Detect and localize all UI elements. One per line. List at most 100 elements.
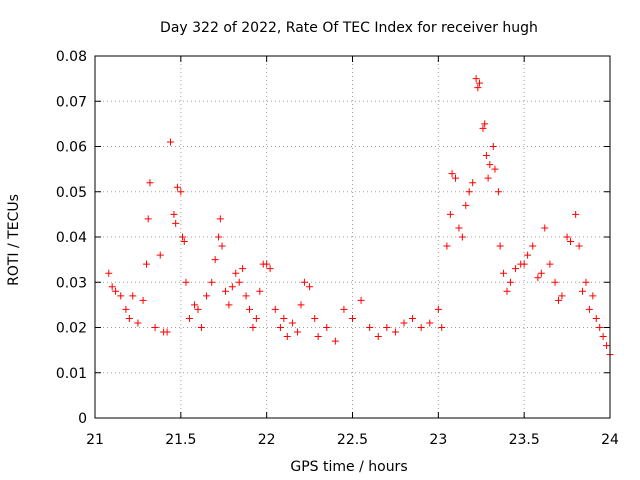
x-tick-label: 24 — [601, 432, 619, 448]
data-point — [474, 84, 482, 92]
data-point — [596, 324, 604, 331]
data-point — [520, 260, 528, 268]
data-point — [256, 287, 264, 295]
data-point — [242, 292, 250, 300]
data-point — [572, 210, 580, 218]
data-point — [173, 183, 181, 191]
x-tick-label: 23.5 — [509, 432, 540, 448]
data-point — [143, 260, 150, 268]
data-point — [203, 292, 211, 300]
data-point — [479, 124, 487, 132]
data-point — [555, 296, 562, 304]
data-point — [249, 324, 257, 331]
data-point — [276, 324, 284, 331]
data-point — [366, 324, 374, 331]
y-tick-label: 0 — [78, 411, 87, 427]
data-point — [446, 210, 454, 218]
data-point — [491, 165, 499, 173]
data-point — [314, 333, 322, 341]
data-point — [288, 319, 296, 327]
data-point — [391, 328, 399, 336]
data-point — [340, 305, 348, 313]
data-point — [191, 301, 199, 309]
data-point — [280, 314, 288, 322]
data-point — [263, 260, 271, 268]
data-point — [476, 79, 484, 87]
data-point — [239, 265, 247, 273]
data-point — [151, 324, 159, 331]
data-point — [294, 328, 302, 336]
data-point — [534, 274, 542, 282]
x-tick-label: 22 — [258, 432, 276, 448]
data-point — [211, 256, 219, 264]
data-point — [452, 174, 459, 182]
data-point — [156, 251, 164, 259]
data-point — [434, 305, 442, 313]
data-point — [122, 305, 130, 313]
data-point — [409, 314, 417, 322]
data-point — [506, 278, 514, 286]
data-point — [177, 188, 185, 196]
data-point — [575, 242, 583, 250]
y-tick-label: 0.07 — [56, 94, 87, 110]
data-point — [383, 324, 391, 331]
data-point — [252, 314, 260, 322]
data-point — [400, 319, 408, 327]
data-point — [134, 319, 142, 327]
data-point — [469, 179, 477, 187]
data-point — [271, 305, 279, 313]
data-point — [482, 152, 490, 160]
data-point — [215, 233, 223, 241]
data-point — [563, 233, 571, 241]
data-point — [426, 319, 434, 327]
data-point — [139, 296, 147, 304]
data-point — [481, 120, 489, 128]
data-point — [458, 233, 466, 241]
data-point — [582, 278, 590, 286]
data-point — [462, 201, 470, 209]
data-point — [465, 188, 473, 196]
data-point — [197, 324, 205, 331]
x-tick-label: 22.5 — [337, 432, 368, 448]
chart-title: Day 322 of 2022, Rate Of TEC Index for r… — [160, 20, 538, 36]
data-points — [105, 75, 614, 359]
data-point — [438, 324, 446, 331]
data-point — [311, 314, 319, 322]
data-point — [216, 215, 224, 223]
data-point — [235, 278, 243, 286]
data-point — [170, 210, 178, 218]
data-point — [167, 138, 175, 146]
data-point — [228, 283, 236, 291]
data-point — [218, 242, 226, 250]
data-point — [472, 75, 480, 83]
y-tick-label: 0.05 — [56, 185, 87, 201]
data-point — [512, 265, 520, 273]
x-tick-label: 21 — [86, 432, 104, 448]
y-tick-label: 0.08 — [56, 49, 87, 65]
y-axis-label: ROTI / TECUs — [6, 194, 22, 286]
data-point — [524, 251, 532, 259]
data-point — [486, 161, 494, 169]
data-point — [297, 301, 305, 309]
data-point — [246, 305, 253, 313]
data-point — [163, 328, 171, 336]
data-point — [225, 301, 233, 309]
data-point — [374, 333, 382, 341]
data-point — [455, 224, 463, 232]
data-point — [537, 269, 545, 277]
data-point — [541, 224, 549, 232]
data-point — [208, 278, 216, 286]
data-point — [417, 324, 425, 331]
data-point — [503, 287, 511, 295]
x-tick-label: 23 — [429, 432, 447, 448]
data-point — [529, 242, 537, 250]
data-point — [349, 314, 356, 322]
y-tick-label: 0.03 — [56, 275, 87, 291]
data-point — [603, 342, 611, 350]
y-tick-label: 0.04 — [56, 230, 87, 246]
data-point — [484, 174, 492, 182]
data-point — [592, 314, 600, 322]
data-point — [323, 324, 331, 331]
data-point — [599, 333, 607, 341]
